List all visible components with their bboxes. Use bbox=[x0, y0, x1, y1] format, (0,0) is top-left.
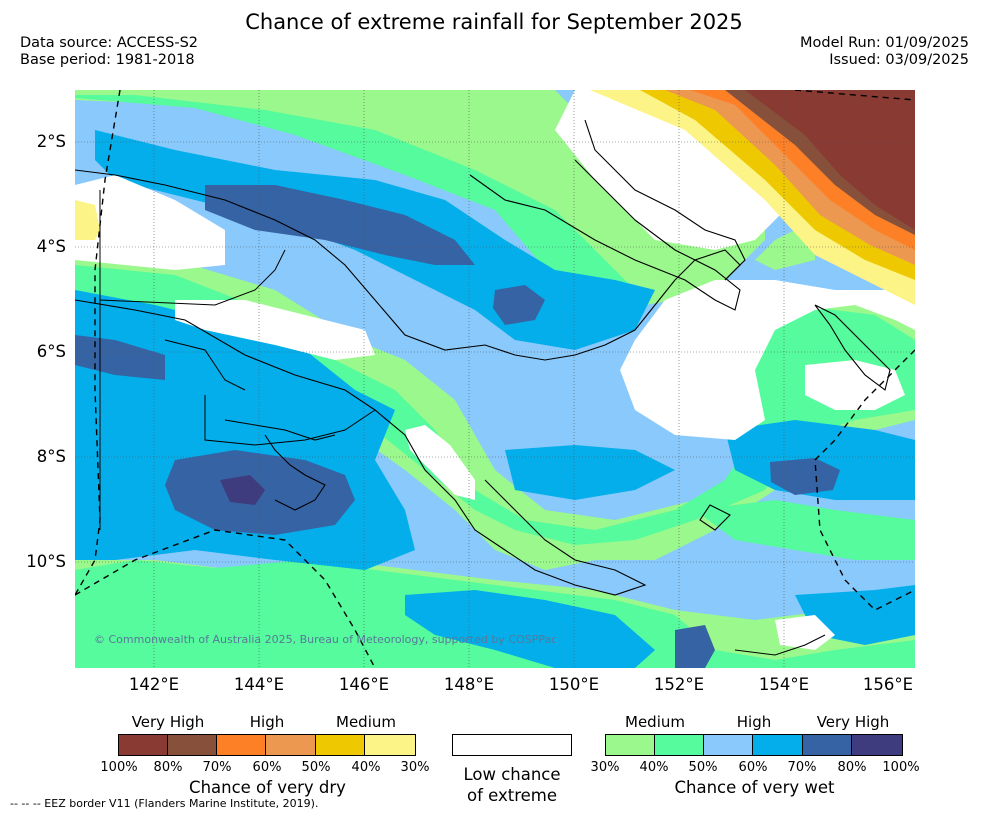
lon-label: 148°E bbox=[443, 675, 495, 694]
dry-swatch bbox=[167, 734, 217, 756]
eez-footnote: -- -- -- EEZ border V11 (Flanders Marine… bbox=[10, 797, 319, 810]
dry-pct-label: 30% bbox=[400, 760, 430, 775]
lon-label: 146°E bbox=[338, 675, 390, 694]
lon-label: 150°E bbox=[548, 675, 600, 694]
zone-wet-70-80 bbox=[205, 185, 475, 265]
zone-wet-70-80 bbox=[675, 625, 715, 668]
wet-swatch bbox=[654, 734, 704, 756]
dry-colorbar bbox=[118, 734, 416, 756]
lat-label: 2°S bbox=[36, 132, 66, 151]
wet-pct-label: 30% bbox=[590, 760, 620, 775]
border-lines bbox=[99, 190, 376, 530]
zone-wet-70-80 bbox=[75, 335, 165, 380]
issued-date: Issued: 03/09/2025 bbox=[829, 52, 969, 68]
zone-dry-30-40 bbox=[75, 200, 100, 240]
dry-pct-label: 80% bbox=[153, 760, 183, 775]
rainfall-map bbox=[75, 90, 915, 668]
lat-label: 4°S bbox=[36, 237, 66, 256]
dry-swatch bbox=[265, 734, 316, 756]
lon-label: 152°E bbox=[653, 675, 705, 694]
wet-pct-label: 40% bbox=[639, 760, 669, 775]
meta-right: Model Run: 01/09/2025 Issued: 03/09/2025 bbox=[800, 35, 969, 69]
zone-wet-70-80 bbox=[493, 285, 545, 325]
wet-swatch bbox=[752, 734, 803, 756]
zone-low-chance bbox=[775, 615, 835, 650]
zone-wet-40-50 bbox=[75, 95, 635, 320]
dry-category-label: High bbox=[249, 713, 285, 731]
zone-low-chance bbox=[75, 175, 225, 270]
wet-swatch bbox=[851, 734, 903, 756]
dry-pct-label: 70% bbox=[202, 760, 232, 775]
zone-low-chance bbox=[805, 360, 905, 410]
wet-pct-label: 50% bbox=[688, 760, 718, 775]
lon-label: 156°E bbox=[862, 675, 914, 694]
wet-category-label: Medium bbox=[625, 713, 685, 731]
wet-pct-label: 60% bbox=[738, 760, 768, 775]
wet-pct-label: 100% bbox=[882, 760, 920, 775]
low-chance-line-1: Low chance bbox=[463, 765, 561, 784]
zone-wet-70-80 bbox=[770, 458, 840, 495]
wet-swatch bbox=[605, 734, 655, 756]
base-period: Base period: 1981-2018 bbox=[20, 52, 195, 68]
zone-wet-30-40 bbox=[755, 230, 815, 270]
low-chance-swatch bbox=[452, 734, 572, 756]
dry-pct-label: 40% bbox=[351, 760, 381, 775]
zone-wet-60-70 bbox=[405, 590, 655, 668]
zone-low-chance bbox=[620, 280, 915, 440]
wet-colorbar bbox=[605, 734, 903, 756]
dry-category-label: Medium bbox=[336, 713, 396, 731]
dry-swatch bbox=[118, 734, 168, 756]
dry-pct-label: 50% bbox=[301, 760, 331, 775]
gridlines bbox=[75, 90, 915, 668]
dry-swatch bbox=[216, 734, 266, 756]
coastlines bbox=[75, 119, 891, 656]
data-source: Data source: ACCESS-S2 bbox=[20, 35, 199, 51]
dry-category-label: Very High bbox=[131, 713, 205, 731]
wet-swatch bbox=[802, 734, 852, 756]
low-chance-line-2: of extreme bbox=[466, 786, 558, 805]
low-chance-label: Low chance of extreme bbox=[432, 764, 592, 806]
meta-left: Data source: ACCESS-S2 Base period: 1981… bbox=[20, 35, 198, 69]
zone-low-chance bbox=[405, 425, 475, 500]
zone-wet-40-50 bbox=[695, 500, 915, 560]
wet-pct-label: 70% bbox=[787, 760, 817, 775]
lon-label: 154°E bbox=[758, 675, 810, 694]
lat-label: 8°S bbox=[36, 447, 66, 466]
wet-legend-title: Chance of very wet bbox=[674, 778, 835, 797]
lon-label: 144°E bbox=[233, 675, 285, 694]
lat-label: 10°S bbox=[26, 552, 66, 571]
lat-label: 6°S bbox=[36, 342, 66, 361]
copyright-notice: © Commonwealth of Australia 2025, Bureau… bbox=[94, 633, 558, 646]
chart-title: Chance of extreme rainfall for September… bbox=[245, 10, 743, 34]
zone-wet-80-100 bbox=[220, 475, 265, 505]
wet-swatch bbox=[703, 734, 753, 756]
wet-category-label: Very High bbox=[816, 713, 890, 731]
lon-label: 142°E bbox=[128, 675, 180, 694]
wet-category-label: High bbox=[736, 713, 772, 731]
model-run: Model Run: 01/09/2025 bbox=[799, 35, 969, 51]
dry-pct-label: 60% bbox=[252, 760, 282, 775]
zone-low-chance bbox=[175, 300, 375, 360]
dry-swatch bbox=[364, 734, 416, 756]
dry-swatch bbox=[315, 734, 365, 756]
eez-borders bbox=[75, 90, 915, 668]
zone-dry-80-100 bbox=[745, 90, 915, 230]
dry-pct-label: 100% bbox=[100, 760, 138, 775]
dry-legend-title: Chance of very dry bbox=[189, 778, 346, 797]
wet-pct-label: 80% bbox=[837, 760, 867, 775]
zone-wet-60-70 bbox=[505, 445, 675, 500]
